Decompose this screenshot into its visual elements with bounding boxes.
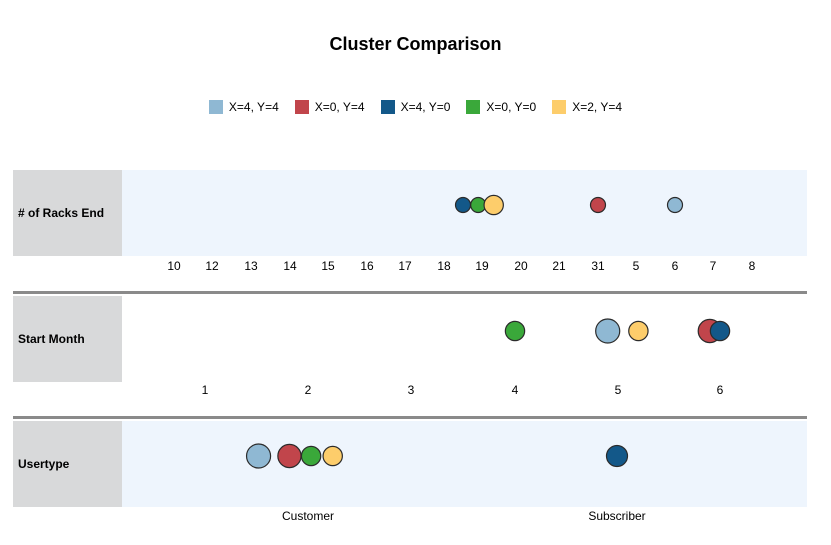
row-label-start-month: Start Month bbox=[13, 296, 122, 382]
legend: X=4, Y=4 X=0, Y=4 X=4, Y=0 X=0, Y=0 X=2, Y=4 bbox=[0, 100, 831, 114]
legend-label: X=2, Y=4 bbox=[572, 100, 623, 114]
tick-label: 7 bbox=[709, 259, 717, 273]
bubble-mark[interactable] bbox=[483, 194, 504, 216]
row-separator bbox=[13, 416, 807, 419]
legend-label: X=4, Y=4 bbox=[228, 100, 279, 114]
tick-label: 12 bbox=[205, 259, 219, 273]
bubble-mark[interactable] bbox=[454, 196, 472, 214]
tick-label: 2 bbox=[304, 383, 312, 397]
tick-label: 13 bbox=[244, 259, 258, 273]
legend-item: X=0, Y=4 bbox=[294, 100, 365, 114]
tick-label: 1 bbox=[201, 383, 209, 397]
legend-item: X=0, Y=0 bbox=[466, 100, 536, 114]
row-label-racks-end: # of Racks End bbox=[13, 170, 122, 256]
tick-label: 18 bbox=[437, 259, 451, 273]
chart-title: Cluster Comparison bbox=[329, 34, 502, 54]
tick-label: 20 bbox=[514, 259, 528, 273]
tick-label: 21 bbox=[552, 259, 566, 273]
tick-label: 17 bbox=[398, 259, 412, 273]
tick-label: 16 bbox=[360, 259, 374, 273]
legend-item: X=4, Y=4 bbox=[208, 100, 279, 114]
legend-swatch bbox=[466, 100, 481, 114]
tick-label: 14 bbox=[283, 259, 297, 273]
bubble-mark[interactable] bbox=[245, 443, 272, 469]
row-band-racks-end bbox=[122, 170, 807, 256]
legend-item: X=4, Y=0 bbox=[380, 100, 451, 114]
tick-label: 4 bbox=[511, 383, 519, 397]
legend-swatch bbox=[380, 100, 395, 114]
legend-label: X=0, Y=4 bbox=[314, 100, 365, 114]
tick-label: Customer bbox=[281, 509, 335, 523]
row-band-usertype bbox=[122, 421, 807, 507]
bubble-mark[interactable] bbox=[504, 320, 526, 342]
bubble-mark[interactable] bbox=[300, 445, 322, 467]
tick-label: 8 bbox=[748, 259, 756, 273]
legend-swatch bbox=[552, 100, 567, 114]
legend-label: X=0, Y=0 bbox=[486, 100, 537, 114]
tick-label: 6 bbox=[716, 383, 724, 397]
row-label-usertype: Usertype bbox=[13, 421, 122, 507]
tick-label: Subscriber bbox=[588, 509, 646, 523]
tick-label: 10 bbox=[167, 259, 181, 273]
tick-label: 15 bbox=[321, 259, 335, 273]
tick-label: 5 bbox=[614, 383, 622, 397]
row-separator bbox=[13, 291, 807, 294]
bubble-mark[interactable] bbox=[605, 444, 629, 468]
tick-label: 19 bbox=[475, 259, 489, 273]
tick-label: 3 bbox=[407, 383, 415, 397]
tick-label: 31 bbox=[591, 259, 605, 273]
tick-label: 5 bbox=[632, 259, 640, 273]
legend-swatch bbox=[294, 100, 309, 114]
legend-item: X=2, Y=4 bbox=[552, 100, 622, 114]
legend-label: X=4, Y=0 bbox=[400, 100, 451, 114]
bubble-mark[interactable] bbox=[589, 196, 607, 214]
bubble-mark[interactable] bbox=[277, 443, 302, 469]
bubble-mark[interactable] bbox=[628, 320, 649, 342]
bubble-mark[interactable] bbox=[322, 445, 343, 467]
bubble-mark[interactable] bbox=[595, 318, 621, 344]
bubble-mark[interactable] bbox=[709, 320, 731, 342]
bubble-mark[interactable] bbox=[666, 196, 684, 214]
legend-swatch bbox=[208, 100, 223, 114]
tick-label: 6 bbox=[671, 259, 679, 273]
